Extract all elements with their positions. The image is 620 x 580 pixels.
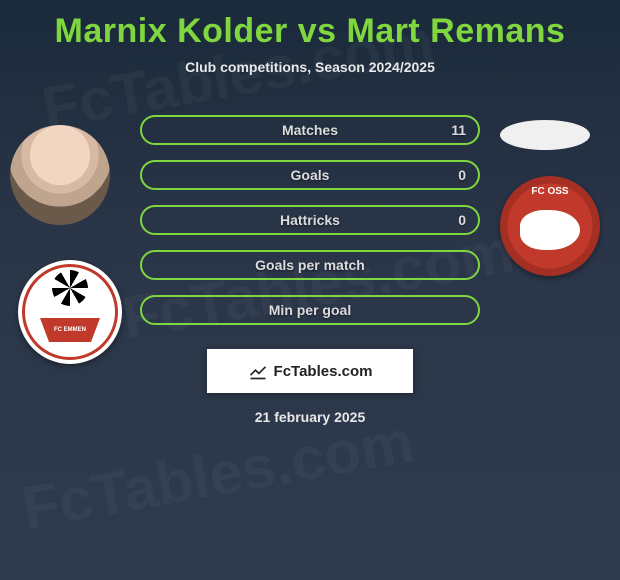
stat-value-right: 0 [458, 167, 466, 183]
stat-row-goals-per-match: Goals per match [140, 250, 480, 280]
chart-icon [248, 361, 268, 381]
subtitle: Club competitions, Season 2024/2025 [0, 59, 620, 75]
stats-list: Matches 11 Goals 0 Hattricks 0 Goals per… [0, 115, 620, 325]
fctables-badge[interactable]: FcTables.com [207, 349, 413, 393]
page-title: Marnix Kolder vs Mart Remans [0, 0, 620, 51]
date-label: 21 february 2025 [0, 409, 620, 425]
stat-row-matches: Matches 11 [140, 115, 480, 145]
stat-value-right: 0 [458, 212, 466, 228]
stat-value-right: 11 [451, 122, 466, 138]
stat-row-goals: Goals 0 [140, 160, 480, 190]
stat-label: Min per goal [269, 302, 351, 318]
fctables-label: FcTables.com [274, 363, 373, 380]
stat-label: Goals per match [255, 257, 365, 273]
stat-label: Matches [282, 122, 338, 138]
stat-label: Goals [291, 167, 330, 183]
stat-row-hattricks: Hattricks 0 [140, 205, 480, 235]
stat-row-min-per-goal: Min per goal [140, 295, 480, 325]
stat-label: Hattricks [280, 212, 340, 228]
